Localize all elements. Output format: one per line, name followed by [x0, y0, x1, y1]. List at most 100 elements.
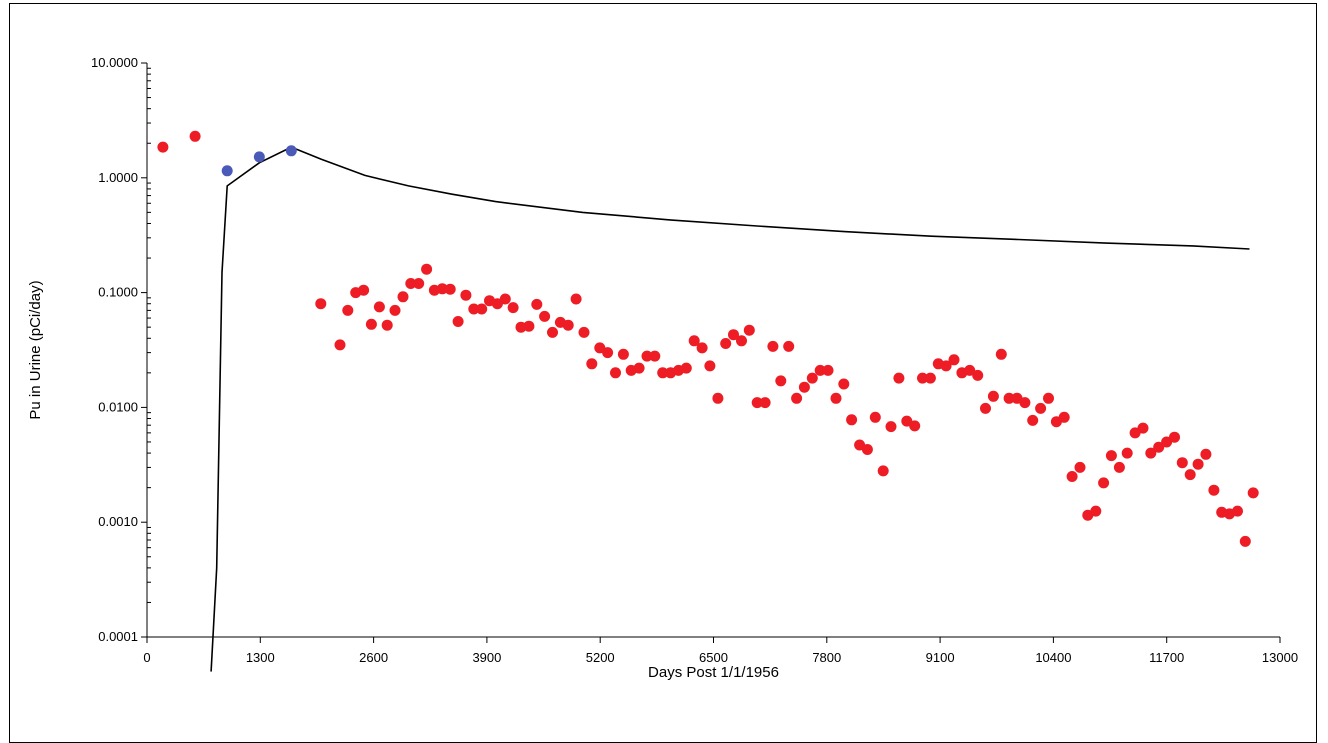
data-point	[791, 392, 803, 404]
data-point	[885, 421, 897, 433]
data-point	[1169, 431, 1180, 443]
data-point	[1247, 487, 1259, 499]
x-tick-label: 5200	[586, 650, 615, 665]
data-point	[1208, 484, 1220, 496]
data-point	[704, 360, 716, 372]
data-point	[397, 291, 409, 303]
data-point	[570, 293, 582, 305]
data-point	[830, 392, 842, 404]
data-point	[680, 362, 692, 374]
data-point	[1192, 458, 1204, 470]
data-point	[1090, 505, 1102, 517]
data-point	[846, 414, 858, 426]
y-axis-label: Pu in Urine (pCi/day)	[27, 280, 44, 419]
data-point	[688, 335, 700, 347]
data-point	[285, 145, 297, 157]
data-point	[562, 319, 574, 331]
data-point	[861, 444, 873, 455]
data-point	[381, 319, 393, 331]
data-point	[334, 339, 346, 351]
ticks: 0 1300 2600 3900 5200 6500 7800 9100 10400 11700 1…	[91, 55, 1298, 665]
data-point	[657, 367, 669, 379]
data-point	[869, 411, 881, 423]
data-point	[948, 354, 960, 366]
data-point	[253, 151, 265, 163]
data-point	[1027, 414, 1039, 426]
data-point	[389, 304, 401, 316]
data-point	[712, 392, 724, 404]
data-point	[1035, 402, 1047, 414]
data-point	[1153, 441, 1165, 453]
x-tick-label: 3900	[472, 650, 501, 665]
data-point	[1098, 477, 1110, 489]
data-point	[405, 278, 417, 289]
x-tick-label: 11700	[1149, 650, 1184, 665]
data-point	[1200, 448, 1212, 460]
data-point	[1121, 447, 1133, 459]
x-axis-label: Days Post 1/1/1956	[648, 664, 779, 681]
data-point	[909, 420, 921, 432]
data-point	[531, 298, 543, 310]
data-point	[1066, 471, 1078, 482]
data-point	[189, 130, 201, 142]
x-tick-label: 1300	[246, 650, 275, 665]
data-point	[1043, 392, 1054, 404]
y-tick-label: 0.0001	[98, 629, 138, 644]
data-point	[610, 367, 621, 379]
data-point	[468, 303, 480, 315]
data-point	[507, 302, 519, 314]
data-point	[315, 298, 327, 310]
x-tick-label: 0	[143, 650, 150, 665]
data-point	[602, 347, 614, 359]
y-tick-label: 1.0000	[98, 170, 138, 185]
data-point	[1105, 450, 1117, 462]
data-point	[728, 329, 739, 341]
data-point	[342, 304, 354, 316]
data-point	[578, 326, 590, 338]
data-point	[893, 372, 905, 384]
data-point	[157, 141, 169, 153]
data-point	[586, 358, 598, 370]
data-point	[1239, 535, 1251, 547]
data-point	[995, 348, 1007, 360]
data-point	[1058, 411, 1070, 423]
data-point	[972, 369, 984, 381]
data-point	[523, 320, 535, 332]
chart: 0 1300 2600 3900 5200 6500 7800 9100 10400 11700 1…	[27, 55, 1298, 681]
data-point	[641, 350, 653, 362]
data-point	[436, 283, 448, 295]
data-point	[460, 289, 472, 301]
data-point	[940, 360, 952, 372]
y-tick-label: 0.0100	[98, 399, 138, 414]
data-point	[452, 316, 464, 327]
data-point	[759, 397, 771, 409]
data-point	[1129, 427, 1141, 439]
model-curve-layer	[210, 146, 1250, 672]
data-point	[1113, 461, 1125, 473]
data-point	[767, 340, 779, 352]
data-point	[720, 338, 732, 349]
x-tick-label: 2600	[359, 650, 388, 665]
data-point	[917, 372, 928, 384]
model-curve	[210, 146, 1250, 672]
data-point	[491, 298, 503, 310]
data-point	[1137, 422, 1149, 434]
data-point	[1074, 461, 1086, 473]
data-point	[822, 364, 834, 376]
data-point	[365, 318, 377, 330]
data-point	[617, 348, 629, 360]
data-points-layer	[157, 130, 1259, 547]
data-point	[814, 364, 826, 376]
data-point	[1176, 457, 1188, 469]
x-tick-label: 10400	[1035, 650, 1071, 665]
data-point	[1145, 447, 1157, 459]
y-tick-label: 0.0010	[98, 514, 138, 529]
data-point	[751, 397, 763, 409]
y-tick-label: 10.0000	[91, 55, 138, 70]
data-point	[783, 340, 795, 352]
data-point	[421, 263, 433, 275]
data-point	[838, 378, 850, 390]
x-tick-label: 9100	[926, 650, 955, 665]
data-point	[221, 165, 233, 177]
data-point	[476, 303, 488, 315]
